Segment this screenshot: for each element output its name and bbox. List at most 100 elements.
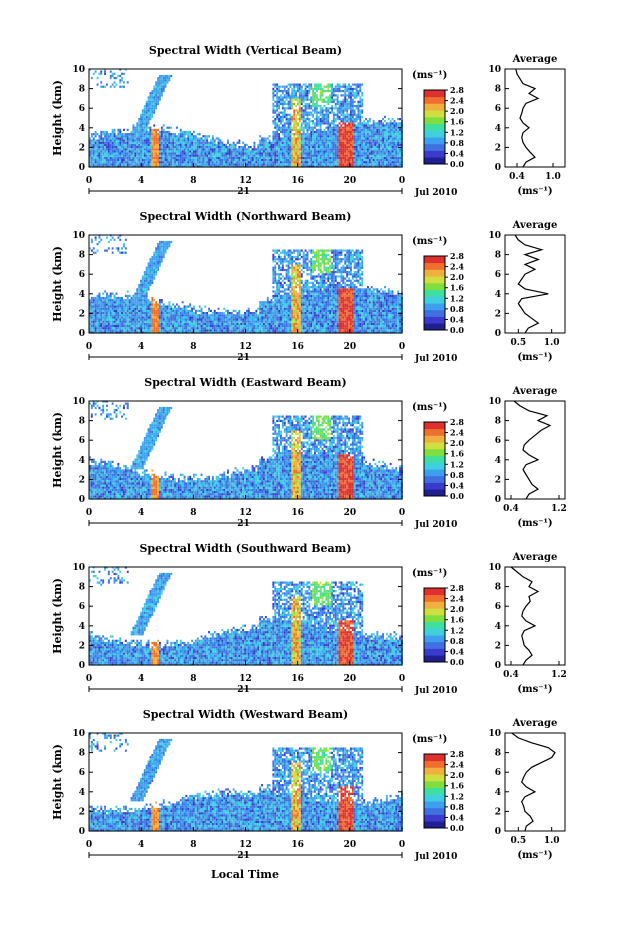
heatmap-cell: [274, 131, 276, 133]
heatmap-cell: [123, 129, 125, 131]
heatmap-cell: [210, 150, 212, 152]
heatmap-cell: [269, 144, 271, 146]
heatmap-cell: [197, 157, 199, 159]
heatmap-cell: [161, 140, 163, 142]
heatmap-cell: [125, 148, 127, 150]
heatmap-cell: [142, 155, 144, 157]
heatmap-cell: [112, 159, 114, 161]
heatmap-cell: [136, 146, 138, 148]
heatmap-cell: [210, 140, 212, 142]
heatmap-cell: [189, 153, 191, 155]
heatmap-cell: [276, 96, 278, 98]
heatmap-cell: [159, 159, 161, 161]
heatmap-cell: [178, 135, 180, 137]
heatmap-cell: [161, 163, 163, 165]
heatmap-cell: [278, 90, 280, 92]
heatmap-cell: [284, 155, 286, 157]
heatmap-cell: [106, 146, 108, 148]
heatmap-cell: [282, 105, 284, 107]
heatmap-cell: [150, 127, 152, 129]
heatmap-cell: [146, 150, 148, 152]
heatmap-cell: [259, 140, 261, 142]
heatmap-cell: [140, 140, 142, 142]
heatmap-cell: [272, 163, 274, 165]
heatmap-cell: [193, 131, 195, 133]
heatmap-cell: [144, 105, 146, 107]
heatmap-cell: [229, 146, 231, 148]
heatmap-cell: [91, 155, 93, 157]
heatmap-cell: [240, 163, 242, 165]
heatmap-cell: [274, 142, 276, 144]
heatmap-cell: [221, 163, 223, 165]
heatmap-cell: [250, 161, 252, 163]
heatmap-cell: [216, 155, 218, 157]
heatmap-cell: [170, 155, 172, 157]
heatmap-cell: [286, 107, 288, 109]
heatmap-cell: [148, 137, 150, 139]
heatmap-cell: [100, 140, 102, 142]
heatmap-cell: [255, 161, 257, 163]
heatmap-cell: [127, 135, 129, 137]
heatmap-cell: [187, 142, 189, 144]
heatmap-cell: [121, 148, 123, 150]
heatmap-cell: [261, 142, 263, 144]
heatmap-cell: [176, 155, 178, 157]
heatmap-cell: [157, 103, 159, 105]
heatmap-cell: [244, 150, 246, 152]
heatmap-cell: [112, 131, 114, 133]
heatmap-cell: [261, 148, 263, 150]
heatmap-cell: [148, 144, 150, 146]
heatmap-cell: [269, 135, 271, 137]
heatmap-cell: [218, 148, 220, 150]
heatmap-cell: [100, 71, 102, 73]
heatmap-cell: [151, 133, 153, 135]
heatmap-cell: [108, 150, 110, 152]
heatmap-cell: [146, 137, 148, 139]
heatmap-cell: [153, 153, 155, 155]
heatmap-cell: [151, 103, 153, 105]
heatmap-cell: [102, 159, 104, 161]
heatmap-cell: [271, 148, 273, 150]
heatmap-cell: [278, 114, 280, 116]
heatmap-cell: [290, 155, 292, 157]
heatmap-cell: [187, 148, 189, 150]
heatmap-cell: [278, 127, 280, 129]
heatmap-cell: [284, 157, 286, 159]
heatmap-cell: [286, 142, 288, 144]
heatmap-cell: [286, 155, 288, 157]
heatmap-cell: [201, 157, 203, 159]
heatmap-cell: [163, 129, 165, 131]
heatmap-cell: [272, 112, 274, 114]
heatmap-cell: [286, 135, 288, 137]
heatmap-cell: [244, 159, 246, 161]
heatmap-cell: [106, 157, 108, 159]
heatmap-cell: [110, 142, 112, 144]
heatmap-cell: [150, 140, 152, 142]
heatmap-cell: [284, 122, 286, 124]
heatmap-cell: [235, 146, 237, 148]
heatmap-cell: [168, 157, 170, 159]
heatmap-cell: [167, 157, 169, 159]
heatmap-cell: [129, 133, 131, 135]
heatmap-cell: [282, 120, 284, 122]
heatmap-cell: [290, 129, 292, 131]
heatmap-cell: [150, 161, 152, 163]
heatmap-cell: [97, 140, 99, 142]
heatmap-cell: [148, 155, 150, 157]
heatmap-cell: [93, 137, 95, 139]
heatmap-cell: [176, 163, 178, 165]
heatmap-cell: [163, 161, 165, 163]
heatmap-cell: [112, 129, 114, 131]
heatmap-cell: [282, 148, 284, 150]
heatmap-cell: [133, 137, 135, 139]
heatmap-cell: [119, 161, 121, 163]
heatmap-cell: [123, 163, 125, 165]
heatmap-cell: [148, 131, 150, 133]
heatmap-cell: [278, 96, 280, 98]
heatmap-cell: [116, 150, 118, 152]
heatmap-cell: [155, 161, 157, 163]
heatmap-cell: [248, 163, 250, 165]
heatmap-cell: [240, 153, 242, 155]
heatmap-cell: [204, 135, 206, 137]
heatmap-cell: [284, 144, 286, 146]
